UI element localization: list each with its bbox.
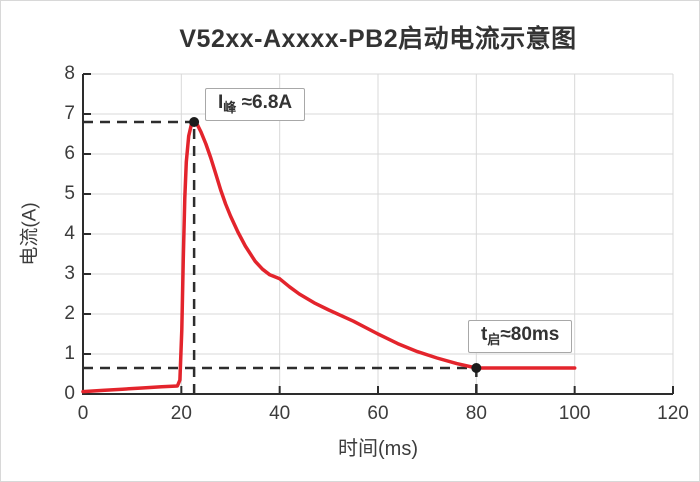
tstart-annotation-subscript: 启 (487, 332, 501, 347)
peak-annotation-value: ≈6.8A (236, 92, 293, 113)
peak-annotation-subscript: 峰 (223, 100, 237, 115)
peak-annotation-symbol: I (218, 92, 224, 113)
data-point-marker (471, 363, 482, 373)
peak-current-annotation: I峰 ≈6.8A (205, 88, 306, 121)
current-curve (81, 120, 577, 394)
chart-title: V52xx-Axxxx-PB2启动电流示意图 (179, 25, 577, 53)
tstart-annotation-value: ≈80ms (500, 324, 560, 345)
startup-time-annotation: t启≈80ms (468, 320, 573, 353)
data-point-marker (189, 117, 200, 127)
x-axis-label: 时间(ms) (338, 438, 418, 460)
y-axis-label: 电流(A) (19, 202, 41, 266)
tstart-annotation-symbol: t (481, 324, 488, 345)
